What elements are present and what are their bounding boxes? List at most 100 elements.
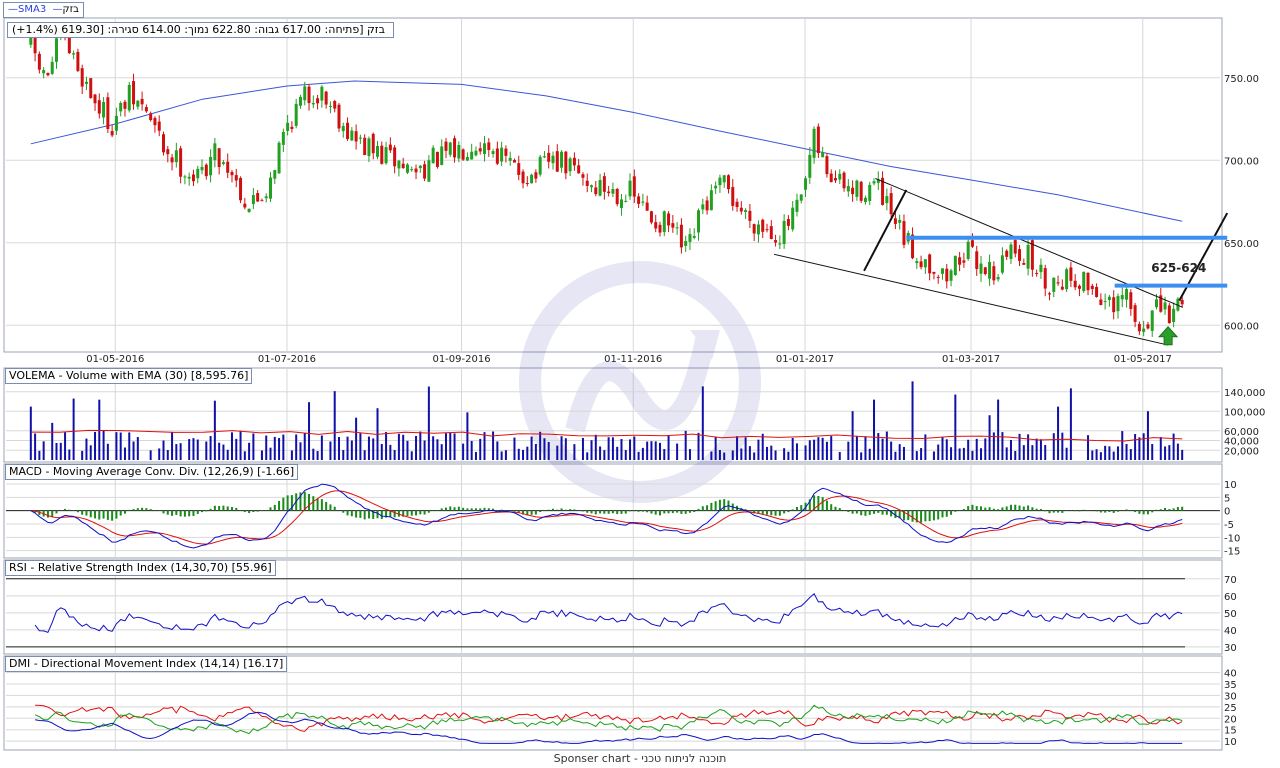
- candle-body: [33, 31, 37, 54]
- volume-bar: [586, 452, 589, 460]
- dmi-y-tick-label: 15: [1224, 726, 1237, 737]
- x-tick-label: 01-03-2017: [942, 354, 1000, 365]
- rsi-y-tick-label: 70: [1224, 575, 1237, 586]
- macd-hist-bar: [1151, 510, 1154, 513]
- volume-bar: [265, 435, 268, 460]
- volume-bar: [1069, 388, 1072, 460]
- candle-body: [281, 131, 285, 145]
- volume-bar: [252, 433, 255, 460]
- volume-bar: [440, 444, 443, 460]
- macd-hist-bar: [825, 500, 828, 511]
- macd-hist-bar: [376, 510, 379, 519]
- macd-y-tick-label: -15: [1224, 547, 1240, 558]
- volume-bar: [55, 442, 58, 460]
- macd-hist-bar: [885, 510, 888, 515]
- macd-hist-bar: [526, 510, 529, 516]
- volume-bar: [38, 450, 41, 460]
- macd-hist-bar: [423, 510, 426, 515]
- macd-hist-bar: [586, 510, 589, 513]
- candle-body: [996, 276, 1000, 280]
- volume-bar: [320, 435, 323, 460]
- macd-hist-bar: [1044, 510, 1047, 512]
- candle-body: [688, 234, 692, 242]
- macd-hist-bar: [222, 505, 225, 511]
- macd-hist-bar: [920, 510, 923, 523]
- macd-hist-bar: [243, 510, 246, 513]
- macd-hist-bar: [539, 510, 542, 513]
- volume-bar: [898, 444, 901, 460]
- volume-bar: [958, 448, 961, 460]
- volume-bar: [158, 448, 161, 460]
- macd-hist-bar: [513, 510, 516, 512]
- macd-hist-bar: [932, 510, 935, 521]
- candle-body: [992, 266, 996, 281]
- candle-body: [1082, 271, 1086, 292]
- volume-bar: [543, 438, 546, 460]
- macd-hist-bar: [149, 509, 152, 511]
- candle-body: [786, 219, 790, 226]
- macd-hist-bar: [902, 510, 905, 521]
- candle-body: [183, 176, 187, 178]
- volume-bar: [260, 450, 263, 460]
- candle-body: [560, 151, 564, 168]
- macd-hist-bar: [1108, 510, 1111, 513]
- candle-body: [508, 157, 512, 161]
- macd-hist-bar: [534, 510, 537, 515]
- candle-body: [50, 61, 54, 74]
- macd-hist-bar: [162, 510, 165, 514]
- volume-bar: [453, 433, 456, 460]
- macd-hist-bar: [449, 506, 452, 511]
- volume-panel-title: VOLEMA - Volume with EMA (30) [8,595.76]: [5, 368, 253, 384]
- candle-body: [102, 102, 106, 118]
- candle-body: [1039, 264, 1043, 273]
- candle-body: [89, 78, 93, 99]
- volume-bar: [736, 436, 739, 460]
- macd-hist-bar: [898, 510, 901, 519]
- candle-body: [1065, 269, 1069, 290]
- macd-hist-bar: [590, 510, 593, 514]
- volume-bar: [171, 432, 174, 460]
- macd-hist-bar: [1061, 510, 1064, 513]
- volume-y-tick-label: 140,000: [1224, 388, 1265, 399]
- candle-body: [581, 174, 585, 178]
- volume-bar: [402, 434, 405, 460]
- volume-bar: [526, 446, 529, 460]
- volume-y-tick-label: 20,000: [1224, 446, 1259, 457]
- volume-bar: [1087, 435, 1090, 460]
- volume-bar: [273, 436, 276, 460]
- macd-hist-bar: [76, 510, 79, 513]
- candle-body: [893, 218, 897, 224]
- x-tick-label: 01-05-2016: [86, 354, 144, 365]
- candle-body: [119, 102, 123, 112]
- candle-body: [898, 219, 902, 223]
- macd-hist-bar: [64, 508, 67, 511]
- volume-bar: [932, 451, 935, 460]
- macd-hist-bar: [453, 507, 456, 511]
- macd-hist-bar: [603, 510, 606, 514]
- volume-bar: [333, 391, 336, 460]
- watermark-arrowhead: [690, 330, 720, 360]
- price-info-text: בזק [פתיחה: 617.00 גבוה: 622.80 נמוך: 61…: [12, 23, 385, 36]
- candle-body: [1035, 272, 1039, 274]
- candle-body: [239, 177, 243, 201]
- volume-bar: [1176, 443, 1179, 460]
- candle-body: [495, 148, 499, 164]
- volume-bar: [179, 443, 182, 460]
- macd-hist-bar: [123, 510, 126, 514]
- macd-hist-bar: [847, 510, 850, 512]
- volume-bar: [1104, 445, 1107, 460]
- candle-body: [491, 151, 495, 154]
- macd-hist-bar: [102, 510, 105, 519]
- volume-bar: [701, 386, 704, 460]
- volume-bar: [1022, 445, 1025, 460]
- volume-bar: [950, 447, 953, 460]
- channel-lower-line: [773, 253, 1169, 346]
- volume-bar: [81, 450, 84, 460]
- candle-body: [598, 180, 602, 196]
- volume-bar: [213, 400, 216, 460]
- macd-hist-bar: [402, 510, 405, 517]
- macd-hist-bar: [1001, 507, 1004, 511]
- price-y-tick-label: 650.00: [1224, 239, 1259, 250]
- volume-bar: [449, 432, 452, 460]
